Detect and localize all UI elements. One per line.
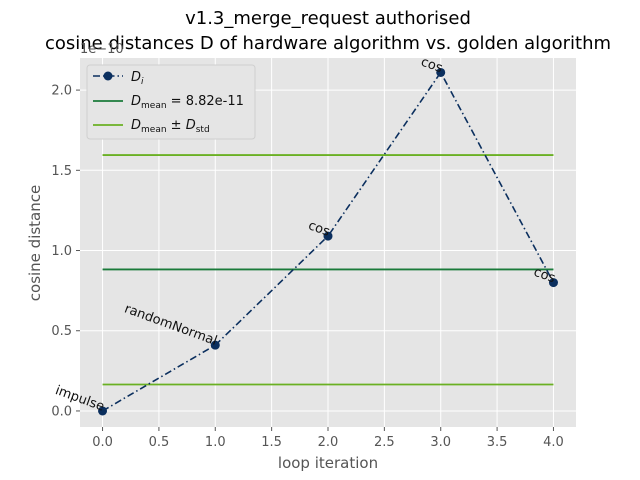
data-point	[210, 340, 220, 350]
legend-box	[86, 64, 256, 140]
legend-label-mean: Dmean = 8.82e-11	[131, 94, 244, 111]
legend-marker-di	[103, 71, 113, 81]
chart-title-line1: v1.3_merge_request authorised	[185, 8, 471, 29]
y-tick-label: 0.5	[51, 324, 72, 339]
y-offset-label: 1e−10	[80, 42, 124, 57]
y-tick-label: 1.0	[51, 244, 72, 259]
point-label: cos	[306, 218, 332, 240]
chart-title-line2: cosine distances D of hardware algorithm…	[45, 33, 611, 54]
x-tick-label: 0.0	[92, 435, 113, 450]
x-tick-label: 2.0	[318, 435, 339, 450]
reference-lines	[102, 154, 554, 386]
legend: Di Dmean = 8.82e-11 Dmean ± Dstd	[86, 64, 256, 140]
y-tick-label: 1.5	[51, 164, 72, 179]
data-point	[436, 67, 446, 77]
y-tick-label: 2.0	[51, 84, 72, 99]
x-tick-label: 3.5	[487, 435, 508, 450]
data-point	[323, 231, 333, 241]
series-layer	[98, 67, 558, 416]
data-point	[98, 406, 108, 416]
x-tick-label: 1.0	[205, 435, 226, 450]
y-tick-label: 0.0	[51, 404, 72, 419]
y-axis-label: cosine distance	[26, 185, 44, 301]
series-line-di	[102, 70, 555, 412]
x-tick-label: 4.0	[543, 435, 564, 450]
x-tick-label: 1.5	[261, 435, 282, 450]
legend-label-di: Di	[131, 70, 144, 87]
axis-ticks: 0.0 0.5 1.0 1.5 2.0 2.5 3.0 3.5 4.0 0.0 0.5 1.0 1.5 2…	[51, 84, 563, 450]
x-axis-label: loop iteration	[278, 454, 378, 472]
point-label: cos	[419, 55, 445, 77]
x-tick-label: 0.5	[149, 435, 170, 450]
legend-label-std: Dmean ± Dstd	[131, 118, 210, 135]
point-label: cos	[532, 265, 558, 287]
x-tick-label: 3.0	[430, 435, 451, 450]
data-point	[548, 278, 558, 288]
x-tick-label: 2.5	[374, 435, 395, 450]
